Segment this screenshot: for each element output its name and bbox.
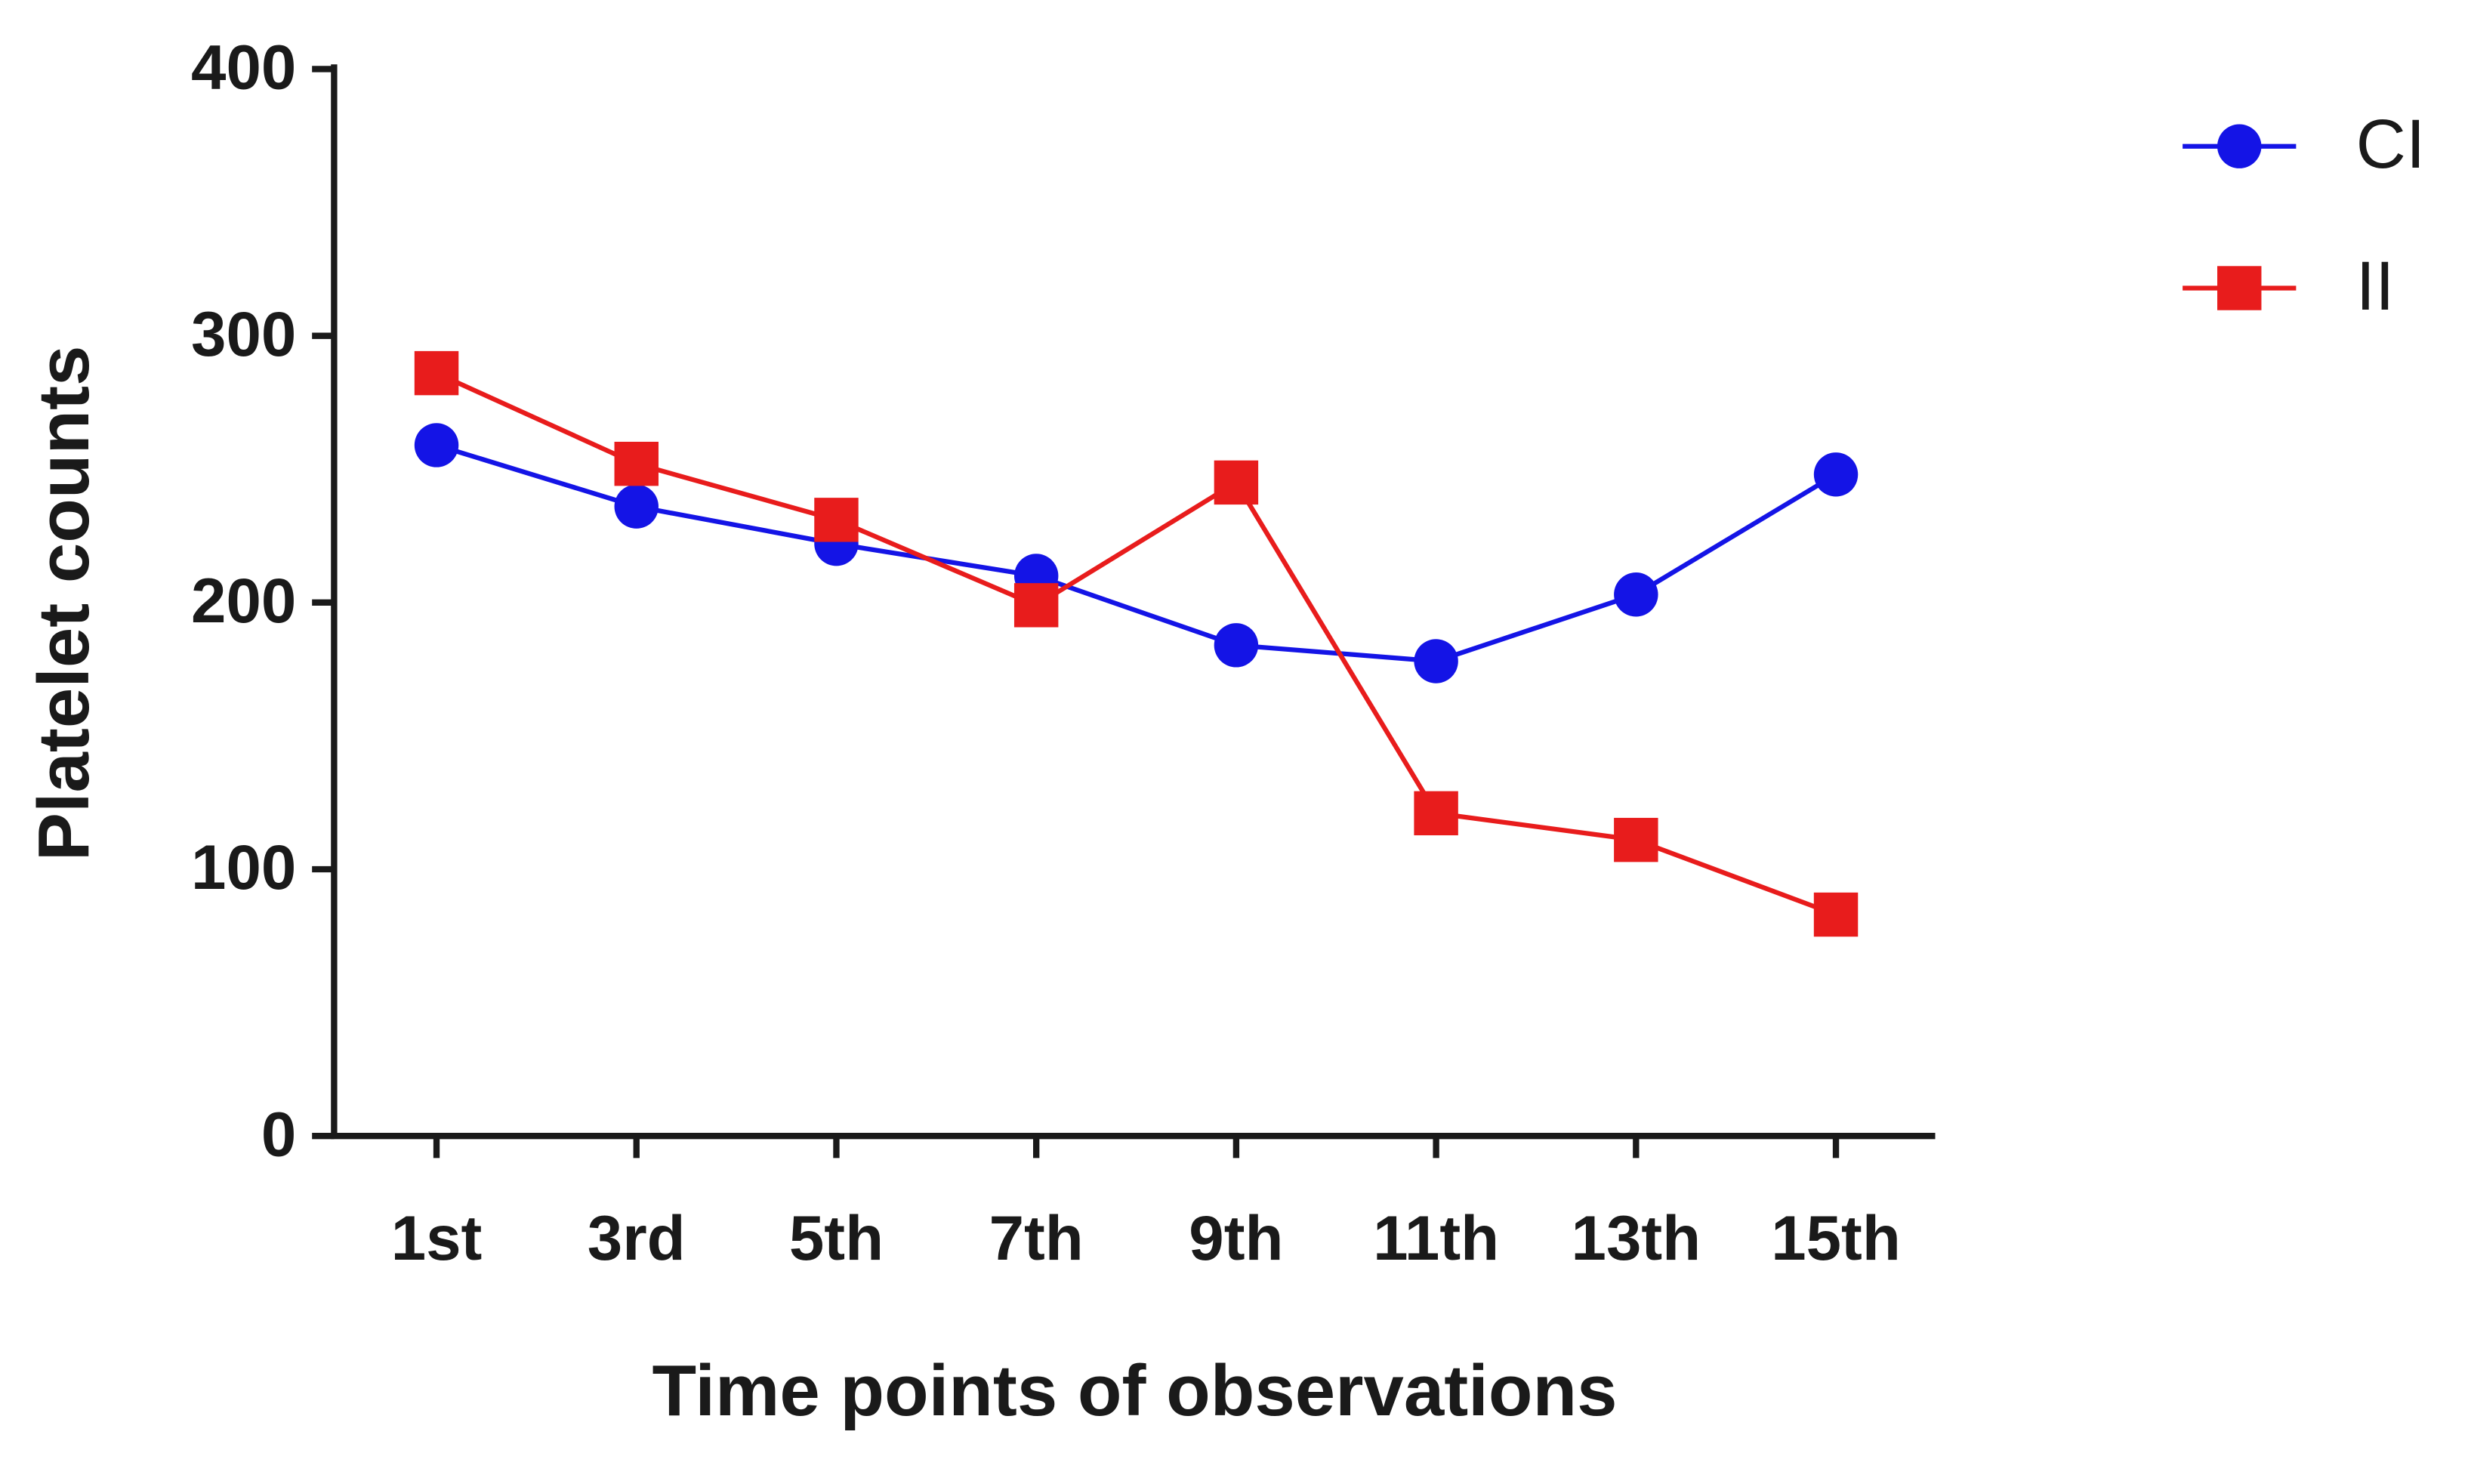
y-tick-label: 300: [191, 298, 296, 369]
legend-label: II: [2356, 248, 2395, 325]
data-point: [1414, 639, 1458, 683]
data-point: [614, 484, 659, 529]
data-point: [1813, 452, 1859, 497]
y-tick-label: 0: [261, 1098, 296, 1169]
x-tick-label: 3rd: [588, 1202, 686, 1273]
data-point: [1013, 583, 1059, 628]
series-line: [435, 371, 1837, 917]
data-point: [814, 498, 859, 542]
x-tick-label: 5th: [789, 1202, 884, 1273]
y-axis-title: Platelet counts: [23, 346, 104, 862]
data-point: [614, 441, 659, 486]
data-point: [414, 350, 459, 396]
x-tick-label: 9th: [1189, 1202, 1283, 1273]
y-tick-label: 100: [191, 831, 296, 902]
x-tick-label: 7th: [989, 1202, 1084, 1273]
x-tick-label: 11th: [1373, 1202, 1499, 1273]
x-axis-title: Time points of observations: [652, 1350, 1617, 1431]
data-point: [1614, 572, 1658, 617]
x-tick-label: 15th: [1771, 1202, 1901, 1273]
series-line: [436, 443, 1837, 664]
data-point: [414, 423, 459, 467]
x-tick-label: 13th: [1572, 1202, 1701, 1273]
data-point: [1214, 460, 1259, 505]
data-point: [1214, 623, 1259, 668]
data-point: [1614, 817, 1658, 862]
x-tick-label: 1st: [391, 1202, 483, 1273]
legend-marker: [2217, 266, 2262, 310]
y-tick-label: 400: [191, 32, 296, 103]
y-tick-label: 200: [191, 565, 296, 636]
data-point: [1813, 892, 1859, 937]
legend-label: CI: [2356, 106, 2426, 183]
legend-marker: [2217, 124, 2262, 168]
data-point: [1414, 791, 1458, 836]
